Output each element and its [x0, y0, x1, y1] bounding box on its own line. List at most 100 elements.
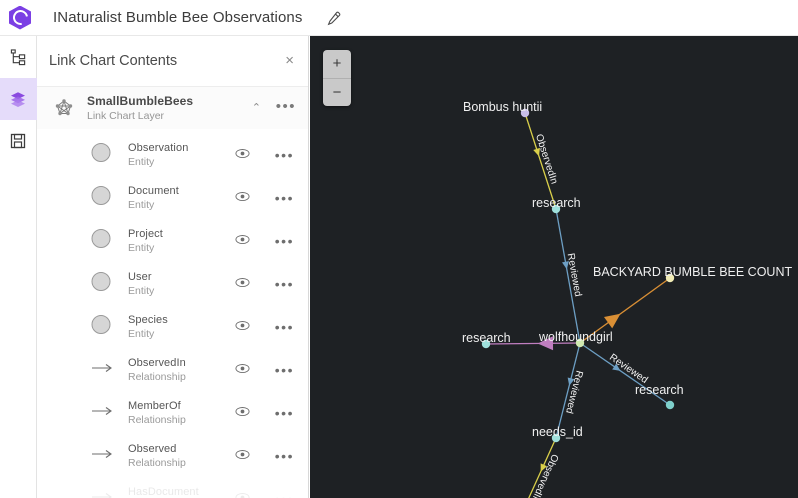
edge-arrowhead — [561, 261, 569, 270]
list-item-label: Document — [128, 184, 179, 197]
link-chart-contents-panel: Link Chart Contents × Small — [37, 36, 309, 498]
visibility-eye-icon[interactable] — [235, 404, 250, 422]
layers-icon — [11, 92, 25, 107]
list-item-type: Entity — [128, 198, 155, 211]
edge-label: Reviewed — [563, 369, 584, 414]
link-chart-graph[interactable]: ObservedInReviewedReviewedReviewedObserv… — [310, 36, 798, 498]
esri-globe-logo-icon — [9, 5, 31, 30]
list-item-label: Species — [128, 313, 168, 326]
list-item[interactable]: Species Entity ••• — [37, 305, 308, 348]
graph-node[interactable] — [551, 204, 561, 214]
edge-arrowhead — [612, 363, 621, 371]
list-item[interactable]: Observation Entity ••• — [37, 133, 308, 176]
app-header: INaturalist Bumble Bee Observations — [0, 0, 798, 36]
chevron-up-icon[interactable]: ⌃ — [251, 102, 261, 114]
visibility-eye-icon[interactable] — [235, 275, 250, 293]
visibility-eye-icon[interactable] — [235, 447, 250, 465]
entity-circle-icon — [91, 228, 111, 253]
graph-node[interactable] — [665, 273, 675, 283]
list-item-label: MemberOf — [128, 399, 181, 412]
graph-node[interactable] — [575, 338, 585, 348]
graph-edge[interactable] — [524, 112, 557, 210]
close-icon[interactable]: × — [285, 52, 294, 69]
ellipsis-icon[interactable]: ••• — [274, 318, 294, 335]
layer-row[interactable]: SmallBumbleBees Link Chart Layer ⌃ ••• — [37, 87, 308, 129]
graph-edge[interactable] — [522, 437, 557, 498]
left-icon-rail — [0, 36, 37, 498]
relationship-arrow-icon — [91, 447, 113, 465]
visibility-eye-icon[interactable] — [235, 189, 250, 207]
ellipsis-icon[interactable]: ••• — [274, 189, 294, 206]
layer-symbol-list: Observation Entity ••• Document Entity ••• Pro… — [37, 133, 308, 498]
list-item[interactable]: MemberOf Relationship ••• — [37, 391, 308, 434]
panel-title: Link Chart Contents — [49, 53, 178, 69]
link-chart-canvas[interactable]: + − ObservedIn Reviewed Reviewed Reviewed Ob… — [310, 36, 798, 498]
entity-circle-icon — [91, 271, 111, 296]
list-item-type: Relationship — [128, 370, 186, 383]
panel-header: Link Chart Contents × — [37, 36, 308, 87]
sidebar-item-link-chart[interactable] — [0, 36, 37, 78]
app-logo[interactable] — [0, 0, 40, 36]
visibility-eye-icon[interactable] — [235, 318, 250, 336]
list-item[interactable]: Document Entity ••• — [37, 176, 308, 219]
graph-node[interactable] — [481, 339, 491, 349]
graph-edge[interactable] — [485, 342, 581, 345]
graph-node[interactable] — [520, 108, 530, 118]
sidebar-item-contents[interactable] — [0, 78, 37, 120]
sidebar-item-save[interactable] — [0, 120, 37, 162]
edge-arrowhead — [533, 147, 540, 157]
edge-arrowhead — [603, 313, 621, 329]
visibility-eye-icon[interactable] — [235, 232, 250, 250]
list-item-label: Observation — [128, 141, 189, 154]
graph-edge[interactable] — [579, 342, 671, 406]
list-item-label: HasDocument — [128, 485, 199, 498]
graph-edge[interactable] — [555, 342, 581, 439]
graph-edge[interactable] — [555, 208, 581, 344]
layer-name: SmallBumbleBees — [87, 94, 194, 108]
list-item[interactable]: HasDocumentRelationship••• — [37, 477, 308, 498]
entity-circle-icon — [91, 142, 111, 167]
graph-node[interactable] — [551, 433, 561, 443]
link-chart-layer-icon — [49, 96, 79, 120]
list-item-label: Observed — [128, 442, 177, 455]
link-chart-icon — [10, 48, 25, 65]
ellipsis-icon[interactable]: ••• — [274, 275, 294, 292]
edge-label: ObservedIn — [529, 452, 560, 498]
ellipsis-icon[interactable]: ••• — [274, 447, 294, 464]
ellipsis-icon[interactable]: ••• — [274, 361, 294, 378]
zoom-out-button[interactable]: − — [332, 83, 342, 101]
entity-circle-icon — [91, 314, 111, 339]
edge-arrowhead — [537, 336, 554, 351]
ellipsis-icon[interactable]: ••• — [274, 232, 294, 249]
ellipsis-icon[interactable]: ••• — [274, 404, 294, 421]
list-item[interactable]: Project Entity ••• — [37, 219, 308, 262]
graph-edge[interactable] — [579, 277, 671, 344]
visibility-eye-icon[interactable] — [235, 490, 250, 498]
list-item-label: ObservedIn — [128, 356, 186, 369]
relationship-arrow-icon — [91, 404, 113, 422]
list-item-type: Relationship — [128, 413, 186, 426]
list-item-type: Entity — [128, 327, 155, 340]
relationship-arrow-icon — [91, 361, 113, 379]
ellipsis-icon[interactable]: ••• — [274, 146, 294, 163]
visibility-eye-icon[interactable] — [235, 361, 250, 379]
relationship-arrow-icon — [91, 490, 113, 498]
save-icon — [10, 133, 26, 149]
graph-node[interactable] — [665, 400, 675, 410]
edge-arrowhead — [567, 377, 575, 386]
zoom-in-button[interactable]: + — [323, 50, 351, 79]
pencil-icon[interactable] — [325, 11, 341, 27]
list-item-type: Entity — [128, 155, 155, 168]
zoom-controls: + − — [323, 50, 351, 106]
ellipsis-icon[interactable]: ••• — [275, 98, 296, 115]
list-item-label: Project — [128, 227, 163, 240]
list-item[interactable]: ObservedIn Relationship ••• — [37, 348, 308, 391]
ellipsis-icon[interactable]: ••• — [275, 491, 294, 498]
edge-arrowhead — [540, 463, 548, 472]
list-item-label: User — [128, 270, 152, 283]
list-item-type: Entity — [128, 284, 155, 297]
list-item[interactable]: User Entity ••• — [37, 262, 308, 305]
visibility-eye-icon[interactable] — [235, 146, 250, 164]
list-item[interactable]: Observed Relationship ••• — [37, 434, 308, 477]
